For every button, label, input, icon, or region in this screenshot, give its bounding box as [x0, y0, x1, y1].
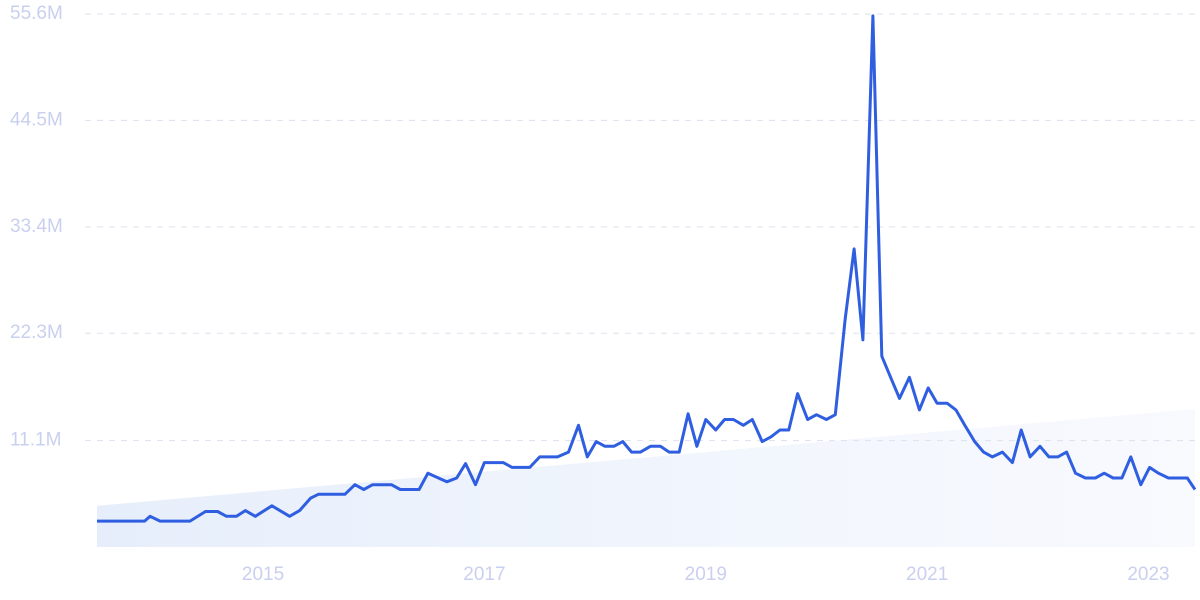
- x-tick-label: 2021: [906, 564, 948, 585]
- y-tick-label: 44.5M: [10, 109, 63, 130]
- x-tick-label: 2017: [463, 564, 505, 585]
- x-tick-label: 2015: [242, 564, 284, 585]
- y-tick-label: 22.3M: [10, 322, 63, 343]
- x-tick-label: 2023: [1127, 564, 1169, 585]
- y-tick-label: 33.4M: [10, 216, 63, 237]
- y-tick-label: 11.1M: [10, 430, 61, 451]
- x-tick-label: 2019: [685, 564, 727, 585]
- trend-area: [97, 408, 1195, 547]
- y-tick-label: 55.6M: [10, 3, 63, 24]
- data-line: [97, 14, 1197, 523]
